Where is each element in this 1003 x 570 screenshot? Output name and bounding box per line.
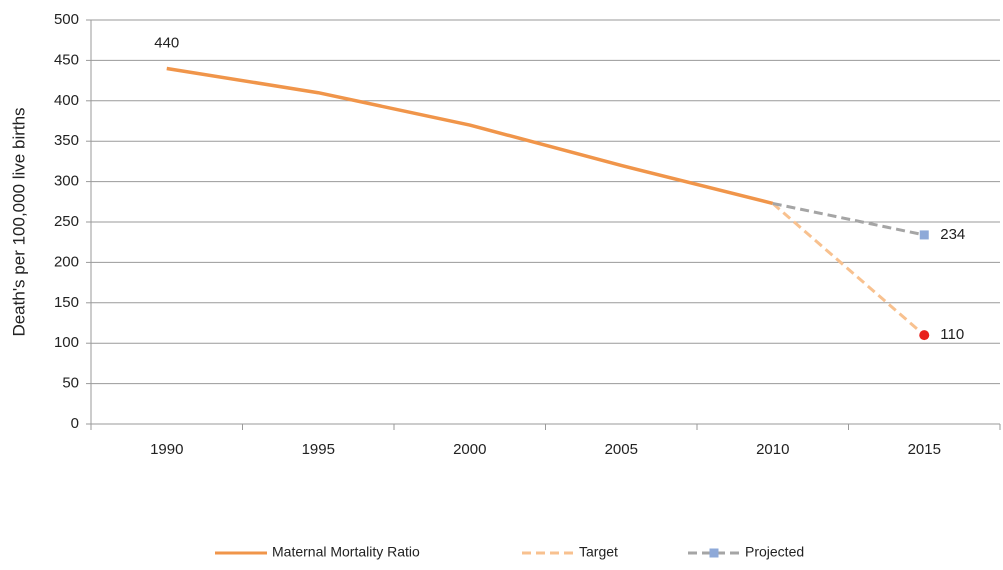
series-line [772,201,925,237]
x-tick-label: 1990 [150,441,183,458]
point-marker [919,230,929,240]
y-tick-label: 450 [54,51,79,68]
data-label: 234 [940,226,965,243]
series-line [166,66,774,206]
y-tick-label: 100 [54,334,79,351]
y-axis-label: Death's per 100,000 live births [9,107,28,336]
y-tick-label: 400 [54,92,79,109]
y-tick-label: 500 [54,11,79,28]
y-tick-label: 300 [54,173,79,190]
x-tick-label: 2010 [756,441,789,458]
point-marker [919,330,930,341]
x-tick-label: 2000 [453,441,486,458]
y-tick-label: 200 [54,253,79,270]
y-tick-label: 250 [54,213,79,230]
x-tick-label: 2005 [605,441,638,458]
y-tick-label: 350 [54,132,79,149]
data-label: 440 [154,34,179,51]
y-tick-label: 50 [62,375,79,392]
legend-label: Maternal Mortality Ratio [272,544,420,560]
legend-label: Projected [745,544,804,560]
legend-marker [709,548,719,558]
legend-label: Target [579,544,618,560]
y-tick-label: 0 [71,415,79,432]
series-line [771,202,926,337]
data-label: 110 [940,326,964,343]
x-tick-label: 1995 [302,441,335,458]
y-tick-label: 150 [54,294,79,311]
x-tick-label: 2015 [908,441,941,458]
